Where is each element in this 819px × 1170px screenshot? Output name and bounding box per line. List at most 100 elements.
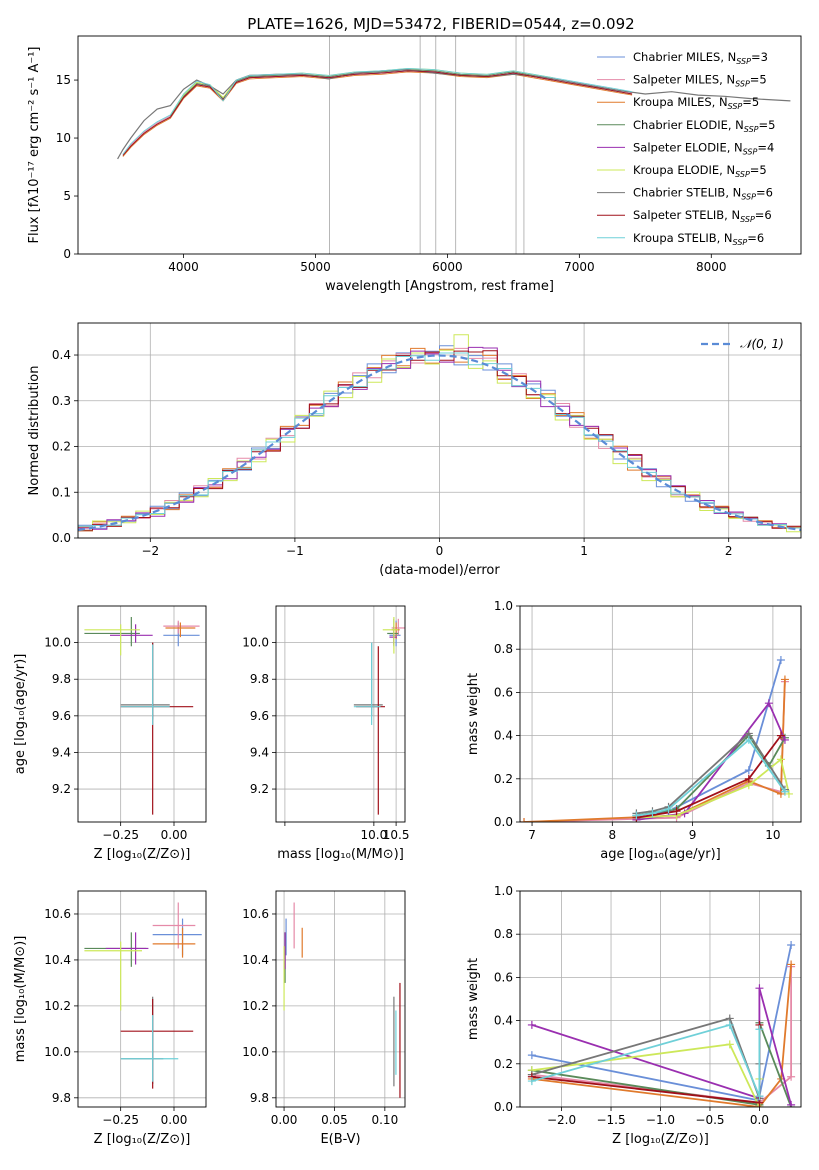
legend: Chabrier MILES, NSSP=3 Salpeter MILES, NS… (597, 50, 775, 247)
x-tick-label: 10.5 (383, 828, 410, 842)
x-tick-label: 4000 (168, 260, 199, 274)
y-tick-label: 5 (63, 189, 71, 203)
x-tick-label: 0.05 (321, 1113, 348, 1127)
x-tick-label: 7000 (564, 260, 595, 274)
weight-marker (780, 787, 789, 796)
spectrum-line (122, 71, 633, 157)
legend-label: Kroupa ELODIE, NSSP=5 (633, 163, 767, 179)
legend-label: 𝒩(0, 1) (740, 337, 784, 351)
x-axis-label: mass [log₁₀(M/M⊙)] (277, 847, 404, 862)
y-tick-label: 1.0 (494, 884, 513, 898)
axes-frame (77, 35, 802, 255)
x-axis-label: age [log₁₀(age/yr)] (600, 847, 721, 862)
plot-area (527, 941, 796, 1107)
plot-area (84, 616, 200, 815)
x-tick-label: 10.0 (361, 828, 388, 842)
weight-marker (755, 984, 764, 993)
y-tick-label: 10.0 (242, 636, 269, 650)
legend-label: Kroupa MILES, NSSP=5 (633, 95, 759, 111)
y-tick-label: 10.6 (242, 907, 269, 921)
y-tick-label: 0 (63, 247, 71, 261)
y-tick-label: 0.0 (52, 531, 71, 545)
weight-line (636, 735, 782, 819)
panel-weight-age: 7 8 9 10 0.0 0.2 0.4 0.6 0.8 1.0 age [log₁₀(age/yr… (466, 599, 802, 862)
plot-area (78, 334, 801, 533)
weight-marker (520, 818, 529, 822)
legend-label: Chabrier STELIB, NSSP=6 (633, 186, 773, 202)
weight-line (523, 679, 786, 822)
y-tick-label: 10.0 (44, 1045, 71, 1059)
y-tick-label: 0.0 (494, 815, 513, 829)
x-tick-label: 1 (580, 544, 588, 558)
weight-marker (776, 656, 785, 664)
y-tick-label: 10.2 (44, 999, 71, 1013)
x-tick-label: 7 (528, 828, 536, 842)
weight-marker (744, 735, 753, 744)
x-tick-label: 10 (765, 828, 780, 842)
weight-marker (784, 789, 793, 798)
weight-marker (725, 1040, 734, 1049)
weight-line (531, 987, 792, 1106)
spectrum-line (122, 68, 633, 155)
histogram-step (78, 352, 801, 529)
weight-line (636, 734, 786, 817)
y-tick-label: 9.8 (52, 1091, 71, 1105)
x-tick-label: 0.00 (161, 828, 188, 842)
legend-label: Salpeter STELIB, NSSP=6 (633, 208, 772, 224)
panel-mass-Z: −0.25 0.00 9.8 10.0 10.2 10.4 10.6 Z [log₁₀(Z/Z… (13, 890, 207, 1147)
axes-frame (275, 605, 406, 823)
x-tick-label: 0.00 (271, 1113, 298, 1127)
axes-frame (77, 322, 802, 539)
y-axis-label: Normed distribution (27, 366, 42, 496)
panel-mass-EBV: 0.00 0.05 0.10 9.8 10.0 10.2 10.4 10.6 E(B-V) (242, 890, 406, 1147)
legend-label: Salpeter MILES, NSSP=5 (633, 73, 767, 89)
x-tick-label: 0.00 (161, 1113, 188, 1127)
weight-marker (764, 699, 773, 708)
weight-marker (664, 805, 673, 814)
panel-weight-Z: −2.0 −1.5 −1.0 −0.5 0.0 0.0 0.2 0.4 0.6 0.8 1.0 Z [… (466, 884, 802, 1147)
y-tick-label: 9.8 (250, 1091, 269, 1105)
weight-marker (787, 1100, 796, 1107)
weight-line (531, 1017, 761, 1099)
y-tick-label: 0.0 (494, 1100, 513, 1114)
y-tick-label: 9.6 (52, 709, 71, 723)
weight-marker (787, 941, 796, 949)
y-tick-label: 9.2 (52, 782, 71, 796)
y-tick-label: 15 (56, 73, 71, 87)
plot-area (117, 36, 791, 254)
y-axis-label: Flux [fλ10⁻¹⁷ erg cm⁻² s⁻¹ A⁻¹] (27, 47, 42, 244)
panel-spectrum: 4000 5000 6000 7000 8000 0 5 10 15 wavelength [An… (27, 35, 802, 294)
x-axis-label: (data-model)/error (379, 563, 500, 578)
x-tick-label: −2 (141, 544, 159, 558)
weight-line (531, 1023, 761, 1097)
x-tick-label: 0 (436, 544, 444, 558)
y-tick-label: 0.2 (52, 440, 71, 454)
weight-marker (787, 1072, 796, 1081)
y-tick-label: 9.8 (52, 672, 71, 686)
y-axis-label: age [log₁₀(age/yr)] (13, 654, 28, 775)
x-tick-label: −1.0 (646, 1113, 675, 1127)
legend-label: Chabrier MILES, NSSP=3 (633, 50, 768, 66)
x-tick-label: 2 (725, 544, 733, 558)
weight-marker (787, 960, 796, 969)
x-tick-label: −0.25 (102, 828, 139, 842)
axes-frame (519, 890, 802, 1108)
weight-line (531, 964, 792, 1107)
plot-area (520, 656, 793, 822)
weight-line (523, 681, 786, 822)
y-tick-label: 0.4 (494, 729, 513, 743)
plot-area (353, 616, 405, 815)
normal-curve (78, 354, 801, 532)
axes-frame (519, 605, 802, 823)
y-tick-label: 0.4 (494, 1014, 513, 1028)
x-tick-label: 0.0 (750, 1113, 769, 1127)
weight-marker (755, 1025, 764, 1034)
plot-area (84, 902, 202, 1089)
x-axis-label: Z [log₁₀(Z/Z⊙)] (612, 1132, 709, 1147)
x-tick-label: 0.10 (371, 1113, 398, 1127)
y-tick-label: 10.0 (44, 636, 71, 650)
weight-marker (725, 1020, 734, 1029)
weight-marker (776, 755, 785, 764)
axes-frame (77, 890, 207, 1108)
